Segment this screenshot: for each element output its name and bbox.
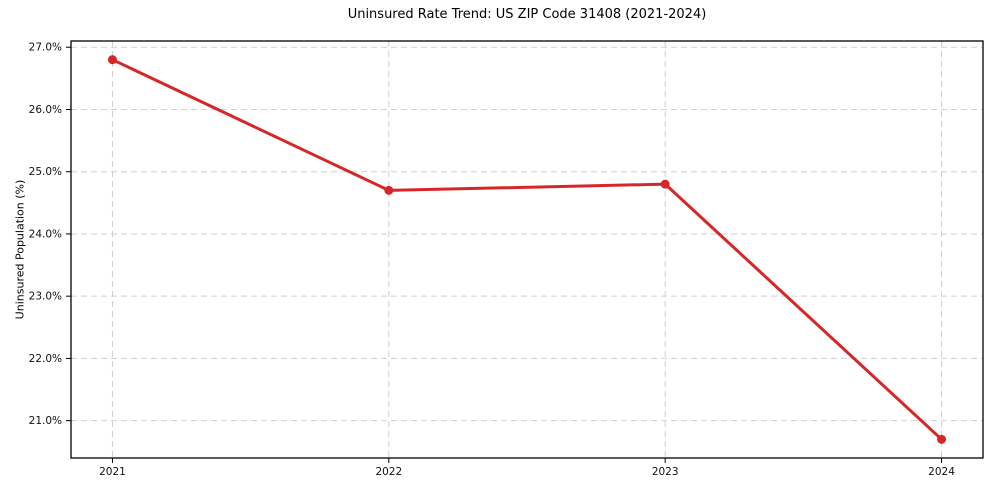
chart-title: Uninsured Rate Trend: US ZIP Code 31408 …	[347, 7, 707, 22]
data-point	[107, 55, 117, 65]
y-tick-label: 26.0%	[29, 104, 62, 116]
x-tick-label: 2023	[652, 466, 679, 478]
y-tick-label: 23.0%	[29, 291, 62, 303]
x-tick-label: 2022	[375, 466, 402, 478]
y-tick-label: 27.0%	[29, 42, 62, 54]
plot-frame	[70, 40, 984, 459]
y-tick-label: 25.0%	[29, 166, 62, 178]
data-point	[660, 179, 670, 189]
y-tick-label: 21.0%	[29, 415, 62, 427]
data-point	[384, 185, 394, 195]
x-tick-label: 2024	[928, 466, 955, 478]
y-tick-label: 24.0%	[29, 228, 62, 240]
data-point	[937, 434, 947, 444]
x-tick-label: 2021	[99, 466, 126, 478]
y-tick-label: 22.0%	[29, 353, 62, 365]
trend-line	[110, 58, 944, 441]
